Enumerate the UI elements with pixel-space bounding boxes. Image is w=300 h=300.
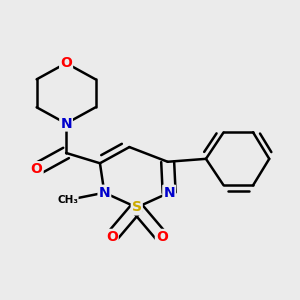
Text: O: O <box>60 56 72 70</box>
Text: O: O <box>156 230 168 244</box>
Text: N: N <box>60 116 72 130</box>
Text: N: N <box>98 186 110 200</box>
Text: O: O <box>31 162 43 176</box>
Text: N: N <box>163 186 175 200</box>
Text: O: O <box>106 230 118 244</box>
Text: CH₃: CH₃ <box>57 195 78 205</box>
Text: S: S <box>132 200 142 214</box>
